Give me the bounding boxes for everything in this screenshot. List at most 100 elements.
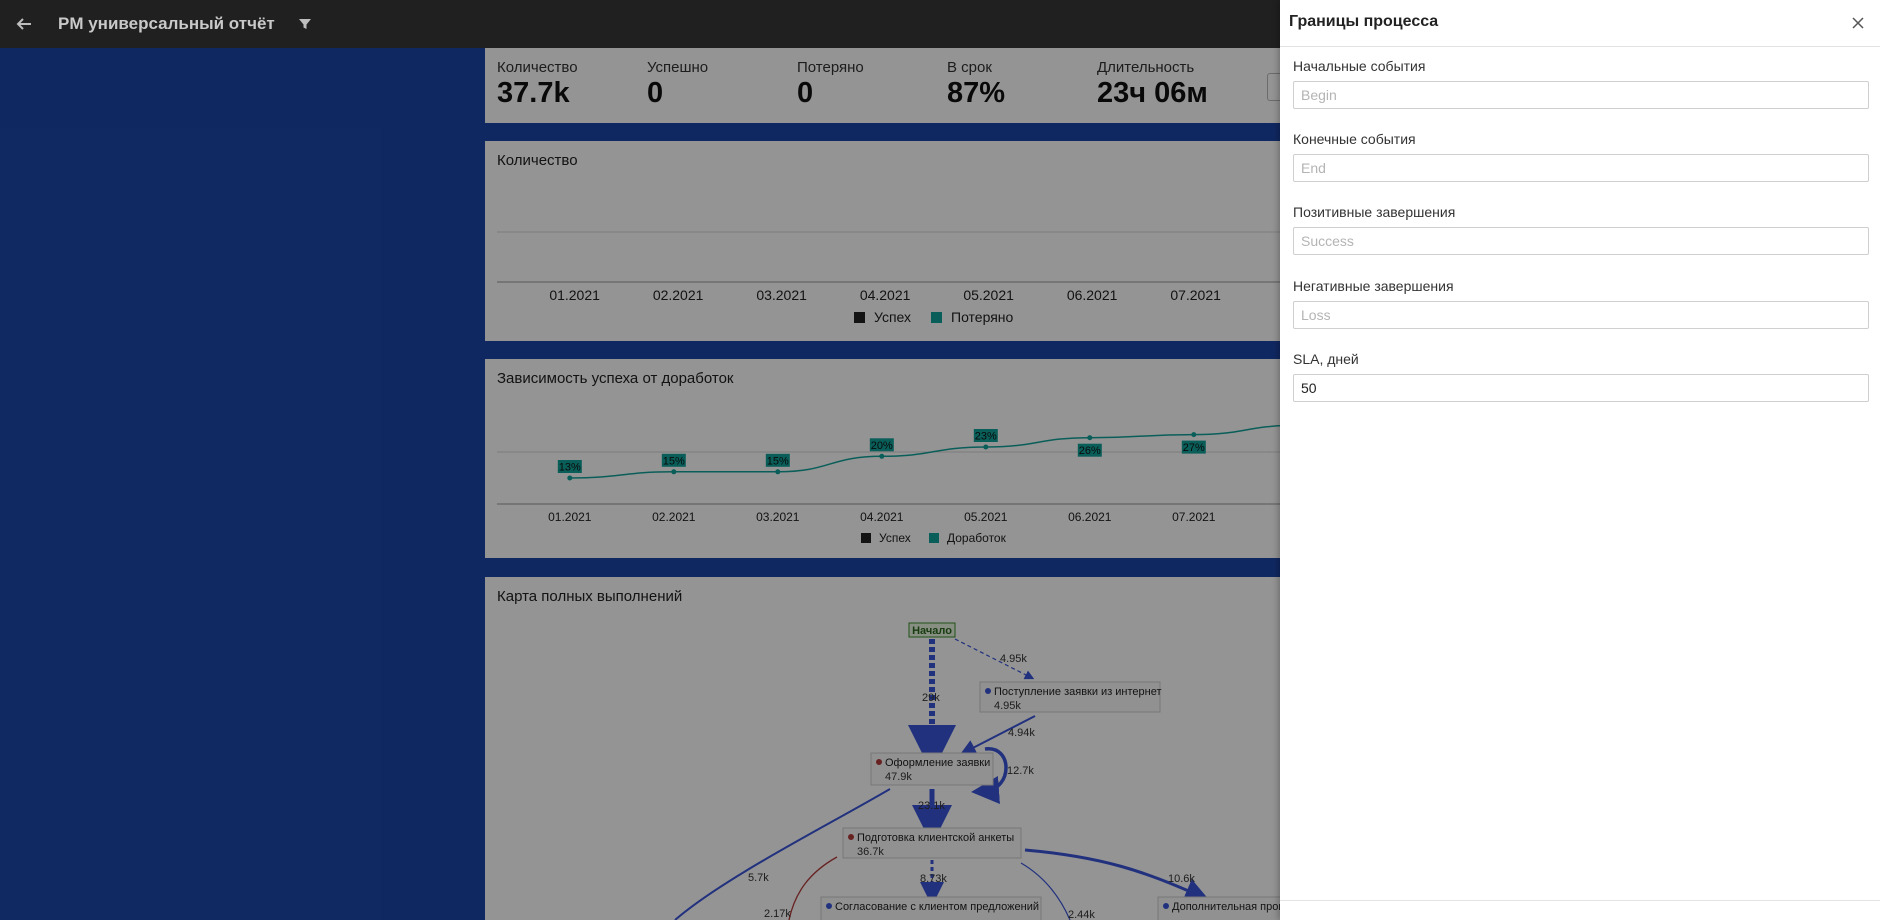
- node-label: Поступление заявки из интернет: [994, 686, 1162, 698]
- sla-days-field: SLA, дней: [1293, 351, 1869, 402]
- data-label-bg: [973, 429, 998, 442]
- status-dot-icon: [876, 759, 882, 765]
- data-label: 20%: [871, 440, 893, 452]
- positive-endings-input[interactable]: [1293, 227, 1869, 255]
- data-point: [671, 469, 677, 475]
- data-point: [1087, 435, 1093, 441]
- status-dot-icon: [826, 903, 832, 909]
- data-label: 15%: [663, 455, 685, 467]
- data-point: [775, 469, 781, 475]
- field-label: Начальные события: [1293, 58, 1426, 74]
- process-bounds-drawer: Границы процесса Начальные события Конеч…: [1280, 0, 1880, 920]
- kpi-value: 37.7k: [497, 77, 570, 109]
- node-label: Оформление заявки: [885, 757, 990, 769]
- node-label: Дополнительная пров: [1172, 901, 1284, 913]
- app-title: PM универсальный отчёт: [58, 14, 275, 33]
- x-tick-label: 02.2021: [653, 287, 704, 303]
- edge-register-down: [674, 788, 891, 920]
- start-node: [908, 622, 956, 638]
- kpi-value: 87%: [947, 77, 1006, 109]
- x-tick-label: 05.2021: [964, 510, 1008, 524]
- node-count: 4.95k: [994, 700, 1021, 712]
- edge-prepare-to-extra: [1024, 848, 1210, 902]
- node-label: Согласование с клиентом предложений: [835, 901, 1039, 913]
- field-label: Позитивные завершения: [1293, 204, 1456, 220]
- x-tick-label: 03.2021: [756, 287, 807, 303]
- filter-button[interactable]: [289, 8, 321, 40]
- modal-overlay[interactable]: [0, 48, 1280, 920]
- drawer-footer: [1280, 900, 1880, 920]
- node-count: 47.9k: [885, 771, 912, 783]
- legend-label: Успех: [879, 531, 911, 545]
- filter-icon: [298, 19, 311, 29]
- process-node: [979, 681, 1161, 713]
- edge-label: 2.17k: [764, 908, 791, 920]
- kpi-value: 0: [797, 77, 814, 109]
- legend-swatch-success: [854, 312, 865, 323]
- edge-label: 23.1k: [918, 800, 945, 812]
- data-point: [567, 475, 573, 481]
- drawer-header: Границы процесса: [1280, 0, 1880, 47]
- back-button[interactable]: [0, 0, 48, 48]
- kpi-label: В срок: [947, 59, 992, 76]
- legend-swatch-success: [861, 533, 871, 543]
- edge-label: 8.73k: [920, 873, 947, 885]
- process-map-title: Карта полных выполнений: [497, 588, 683, 605]
- x-tick-label: 01.2021: [548, 510, 592, 524]
- field-label: SLA, дней: [1293, 351, 1359, 367]
- kpi-label: Длительность: [1097, 59, 1195, 76]
- arrow-left-icon: [16, 18, 31, 30]
- edge-label: 2.44k: [1068, 909, 1095, 920]
- edge-start-to-internet: [954, 638, 1035, 680]
- x-tick-label: 04.2021: [860, 510, 904, 524]
- node-label: Подготовка клиентской анкеты: [857, 832, 1014, 844]
- start-node-label: Начало: [912, 625, 952, 637]
- edge-red-loss: [788, 856, 838, 920]
- edge-label: 10.6k: [1168, 873, 1195, 885]
- legend-swatch-lost: [931, 312, 942, 323]
- kpi-partial-control[interactable]: [1267, 73, 1287, 101]
- data-label-bg: [869, 438, 894, 452]
- kpi-success: Успешно 0: [635, 48, 785, 123]
- kpi-duration: Длительность 23ч 06м: [1085, 48, 1235, 123]
- negative-endings-input[interactable]: [1293, 301, 1869, 329]
- kpi-value: 23ч 06м: [1097, 77, 1208, 109]
- data-point: [1191, 432, 1197, 438]
- data-label: 13%: [559, 462, 581, 474]
- kpi-on-time: В срок 87%: [935, 48, 1085, 123]
- data-label: 27%: [1183, 442, 1205, 454]
- edge-label: 12.7k: [1007, 765, 1034, 777]
- kpi-label: Количество: [497, 59, 578, 76]
- start-events-input[interactable]: [1293, 81, 1869, 109]
- positive-endings-field: Позитивные завершения: [1293, 204, 1869, 255]
- status-dot-icon: [985, 688, 991, 694]
- x-tick-label: 06.2021: [1067, 287, 1118, 303]
- process-node: [870, 752, 994, 786]
- status-dot-icon: [848, 834, 854, 840]
- x-tick-label: 01.2021: [549, 287, 600, 303]
- x-tick-label: 04.2021: [860, 287, 911, 303]
- edge-register-loop: [971, 747, 1008, 804]
- edge-label: 5.7k: [748, 872, 769, 884]
- edge-label: 4.94k: [1008, 727, 1035, 739]
- kpi-lost: Потеряно 0: [785, 48, 935, 123]
- chart-title: Количество: [497, 152, 578, 169]
- x-tick-label: 05.2021: [963, 287, 1014, 303]
- data-label: 15%: [767, 455, 789, 467]
- data-label-bg: [557, 460, 582, 473]
- data-label-bg: [661, 453, 686, 467]
- sla-days-input[interactable]: [1293, 374, 1869, 402]
- edge-label: 4.95k: [1000, 653, 1027, 665]
- edge-internet-to-register: [959, 715, 1036, 755]
- process-node: [820, 896, 1042, 920]
- x-tick-label: 07.2021: [1172, 510, 1216, 524]
- end-events-input[interactable]: [1293, 154, 1869, 182]
- start-events-field: Начальные события: [1293, 58, 1869, 109]
- data-label: 26%: [1079, 445, 1101, 457]
- node-count: 36.7k: [857, 846, 884, 858]
- x-tick-label: 06.2021: [1068, 510, 1112, 524]
- kpi-value: 0: [647, 77, 664, 109]
- chart-title: Зависимость успеха от доработок: [497, 370, 734, 387]
- kpi-count: Количество 37.7k: [485, 48, 635, 123]
- close-button[interactable]: [1844, 9, 1872, 37]
